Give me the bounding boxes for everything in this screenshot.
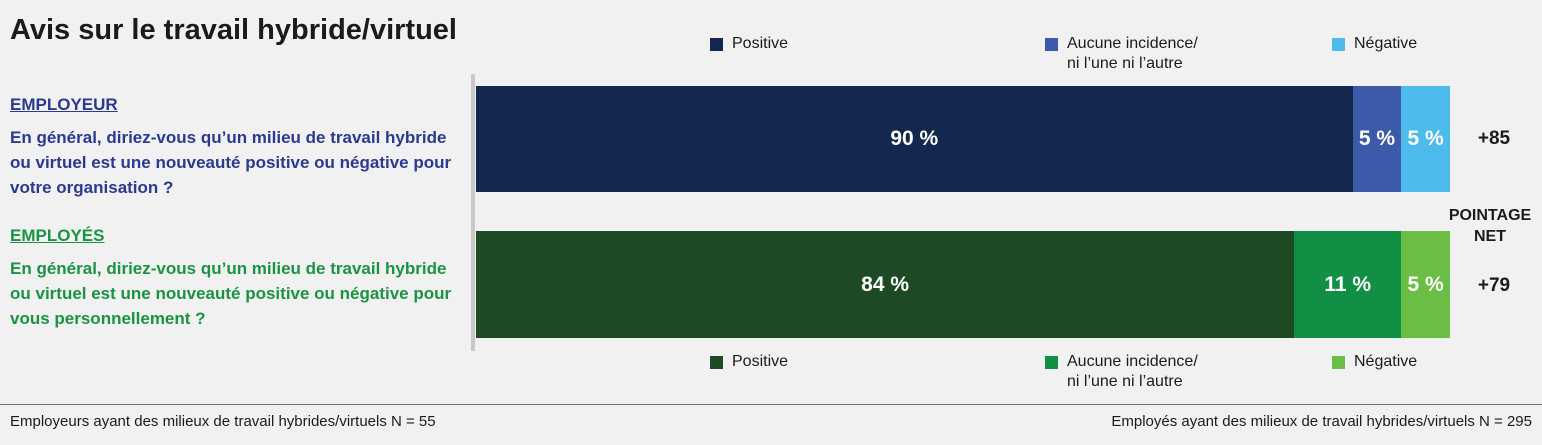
bar-employer-neutral: 5 % <box>1352 86 1402 192</box>
employer-header: EMPLOYEUR <box>10 95 118 114</box>
legend-item-positive-employees: Positive <box>710 352 788 372</box>
legend-label: Négative <box>1354 35 1418 52</box>
net-score-label-text: POINTAGE NET <box>1448 207 1532 245</box>
employees-question: En général, diriez-vous qu’un milieu de … <box>10 259 452 328</box>
chart-title: Avis sur le travail hybride/virtuel <box>10 14 457 46</box>
bar-employees-positive: 84 % <box>476 231 1295 338</box>
footer-divider <box>0 404 1542 405</box>
net-score-label: POINTAGE NET <box>1440 205 1540 247</box>
legend-label: Aucune incidence/ ni l’une ni l’autre <box>1067 35 1198 72</box>
bar-value-label: 5 % <box>1358 127 1396 150</box>
legend-item-negative-employer: Négative <box>1332 34 1417 54</box>
employer-question: En général, diriez-vous qu’un milieu de … <box>10 128 452 197</box>
legend-label: Positive <box>732 35 789 52</box>
chart-axis-line <box>471 74 475 351</box>
legend-item-positive-employer: Positive <box>710 34 788 54</box>
legend-label: Négative <box>1354 353 1418 370</box>
bar-value-label: 5 % <box>1407 127 1444 150</box>
employer-block: EMPLOYEUR En général, diriez-vous qu’un … <box>10 95 460 200</box>
bar-employer-positive: 90 % <box>476 86 1353 192</box>
net-score-employees: +79 <box>1477 275 1511 296</box>
legend-swatch <box>1045 38 1058 51</box>
footer-left-note: Employeurs ayant des milieux de travail … <box>10 413 436 430</box>
legend-swatch <box>710 38 723 51</box>
bar-employer-negative: 5 % <box>1401 86 1450 192</box>
bar-value-label: 90 % <box>890 127 939 150</box>
bar-value-label: 84 % <box>861 272 910 296</box>
bar-value-label: 11 % <box>1324 272 1372 296</box>
legend-item-negative-employees: Négative <box>1332 352 1417 372</box>
footer-right-note: Employés ayant des milieux de travail hy… <box>1111 413 1532 430</box>
net-score-employer: +85 <box>1477 128 1511 149</box>
employees-block: EMPLOYÉS En général, diriez-vous qu’un m… <box>10 226 460 331</box>
legend-swatch <box>1045 356 1058 369</box>
employees-header: EMPLOYÉS <box>10 226 105 245</box>
bar-employees-negative: 5 % <box>1401 231 1450 338</box>
legend-swatch <box>1332 356 1345 369</box>
legend-label: Aucune incidence/ ni l’une ni l’autre <box>1067 353 1198 390</box>
legend-item-neutral-employees: Aucune incidence/ ni l’une ni l’autre <box>1045 352 1198 392</box>
bar-employees-neutral: 11 % <box>1294 231 1402 338</box>
legend-item-neutral-employer: Aucune incidence/ ni l’une ni l’autre <box>1045 34 1198 74</box>
legend-swatch <box>1332 38 1345 51</box>
legend-label: Positive <box>732 353 789 370</box>
bar-value-label: 5 % <box>1407 272 1444 296</box>
legend-swatch <box>710 356 723 369</box>
